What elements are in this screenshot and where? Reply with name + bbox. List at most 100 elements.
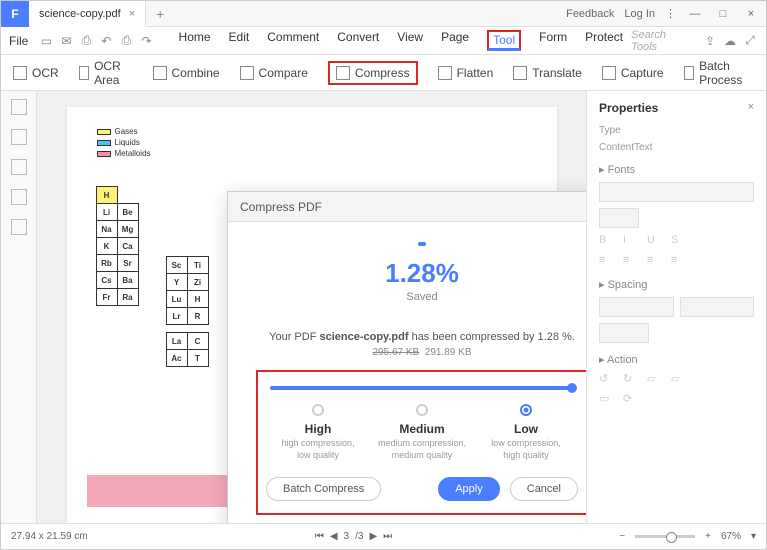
align-justify-icon[interactable]: ≡	[671, 254, 685, 268]
batch-button[interactable]: Batch Process	[684, 59, 754, 87]
comments-icon[interactable]	[11, 159, 27, 175]
element-cell: Mg	[117, 220, 139, 238]
ocr-button[interactable]: OCR	[13, 66, 59, 80]
menu-home[interactable]: Home	[179, 30, 211, 51]
close-icon[interactable]: ×	[742, 5, 760, 23]
share-icon[interactable]: ⇪	[702, 34, 718, 48]
zoom-value: 67%	[721, 531, 741, 542]
strike-icon[interactable]: S	[671, 234, 685, 248]
menu-tool[interactable]: Tool	[487, 30, 521, 51]
element-cell: Ca	[117, 237, 139, 255]
align-right-icon[interactable]: ≡	[647, 254, 661, 268]
crop-icon[interactable]: ▭	[599, 392, 613, 406]
feedback-link[interactable]: Feedback	[566, 8, 614, 20]
ocr-area-button[interactable]: OCR Area	[79, 59, 133, 87]
saved-percent: 1.28%	[252, 258, 586, 289]
element-cell: Cs	[96, 271, 118, 289]
saved-label: Saved	[252, 291, 586, 303]
menu-convert[interactable]: Convert	[337, 30, 379, 51]
prev-page-icon[interactable]: ◀	[330, 531, 338, 542]
radio-icon[interactable]	[416, 404, 428, 416]
italic-icon[interactable]: I	[623, 234, 637, 248]
undo-icon[interactable]: ↶	[98, 32, 114, 50]
menu-file[interactable]: File	[9, 34, 28, 48]
redo-icon[interactable]: ↷	[139, 32, 155, 50]
mail-icon[interactable]: ✉	[58, 32, 74, 50]
char-spacing-input[interactable]	[680, 297, 755, 317]
zoom-dropdown-icon[interactable]: ▾	[751, 531, 756, 542]
translate-button[interactable]: Translate	[513, 66, 582, 80]
page-navigator[interactable]: ⏮ ◀ 3 /3 ▶ ⏭	[315, 531, 392, 542]
apply-button[interactable]: Apply	[438, 477, 500, 501]
capture-button[interactable]: Capture	[602, 66, 664, 80]
flip-v-icon[interactable]: ▱	[671, 372, 685, 386]
flip-h-icon[interactable]: ▱	[647, 372, 661, 386]
page-total: /3	[355, 531, 363, 542]
radio-icon[interactable]	[312, 404, 324, 416]
element-cell: H	[187, 290, 209, 308]
menu-view[interactable]: View	[397, 30, 423, 51]
compression-option-high[interactable]: Highhigh compression,low quality	[266, 404, 370, 461]
login-link[interactable]: Log In	[624, 8, 655, 20]
next-page-icon[interactable]: ▶	[369, 531, 377, 542]
search-tools[interactable]: Search Tools	[631, 29, 688, 53]
cloud-icon[interactable]: ☁	[722, 34, 738, 48]
compression-slider[interactable]	[270, 386, 574, 390]
size-select[interactable]	[599, 208, 639, 228]
align-left-icon[interactable]: ≡	[599, 254, 613, 268]
rotate-left-icon[interactable]: ↺	[599, 372, 613, 386]
maximize-icon[interactable]: □	[714, 5, 732, 23]
app-logo: F	[1, 1, 29, 27]
line-spacing-input[interactable]	[599, 297, 674, 317]
element-cell: Na	[96, 220, 118, 238]
compress-button[interactable]: Compress	[328, 61, 418, 85]
radio-icon[interactable]	[520, 404, 532, 416]
first-page-icon[interactable]: ⏮	[315, 531, 324, 542]
menu-edit[interactable]: Edit	[229, 30, 250, 51]
bold-icon[interactable]: B	[599, 234, 613, 248]
element-cell: Ba	[117, 271, 139, 289]
attachments-icon[interactable]	[11, 189, 27, 205]
menu-protect[interactable]: Protect	[585, 30, 623, 51]
element-cell: Fr	[96, 288, 118, 306]
props-close-icon[interactable]: ×	[748, 101, 754, 113]
batch-compress-button[interactable]: Batch Compress	[266, 477, 381, 501]
page-current[interactable]: 3	[344, 531, 350, 542]
element-cell: Lu	[166, 290, 188, 308]
new-tab-button[interactable]: +	[146, 6, 174, 22]
compression-option-medium[interactable]: Mediummedium compression,medium quality	[370, 404, 474, 461]
align-center-icon[interactable]: ≡	[623, 254, 637, 268]
thumbnails-icon[interactable]	[11, 99, 27, 115]
compare-button[interactable]: Compare	[240, 66, 308, 80]
zoom-out-icon[interactable]: −	[619, 531, 625, 542]
menu-comment[interactable]: Comment	[267, 30, 319, 51]
print-icon[interactable]: ⎙	[118, 32, 134, 50]
document-tab[interactable]: science-copy.pdf ×	[29, 1, 146, 27]
menu-form[interactable]: Form	[539, 30, 567, 51]
props-action-label: ▸ Action	[599, 353, 754, 366]
bookmarks-icon[interactable]	[11, 129, 27, 145]
menu-page[interactable]: Page	[441, 30, 469, 51]
translate-icon	[513, 66, 527, 80]
open-icon[interactable]: ▭	[38, 32, 54, 50]
replace-icon[interactable]: ⟳	[623, 392, 637, 406]
zoom-slider[interactable]	[635, 535, 695, 538]
font-select[interactable]	[599, 182, 754, 202]
tab-label: science-copy.pdf	[39, 8, 121, 20]
expand-icon[interactable]: ⤢	[742, 33, 758, 48]
close-tab-icon[interactable]: ×	[129, 8, 135, 20]
rotate-right-icon[interactable]: ↻	[623, 372, 637, 386]
minimize-icon[interactable]: —	[686, 5, 704, 23]
last-page-icon[interactable]: ⏭	[383, 531, 392, 542]
zoom-in-icon[interactable]: +	[705, 531, 711, 542]
underline-icon[interactable]: U	[647, 234, 661, 248]
cancel-button[interactable]: Cancel	[510, 477, 578, 501]
indent-input[interactable]	[599, 323, 649, 343]
more-icon[interactable]: ⋮	[665, 7, 676, 20]
search-panel-icon[interactable]	[11, 219, 27, 235]
save-icon[interactable]: ⎙	[78, 32, 94, 50]
compression-option-low[interactable]: Lowlow compression,high quality	[474, 404, 578, 461]
props-fonts-label: ▸ Fonts	[599, 163, 754, 176]
flatten-button[interactable]: Flatten	[438, 66, 494, 80]
combine-button[interactable]: Combine	[153, 66, 220, 80]
